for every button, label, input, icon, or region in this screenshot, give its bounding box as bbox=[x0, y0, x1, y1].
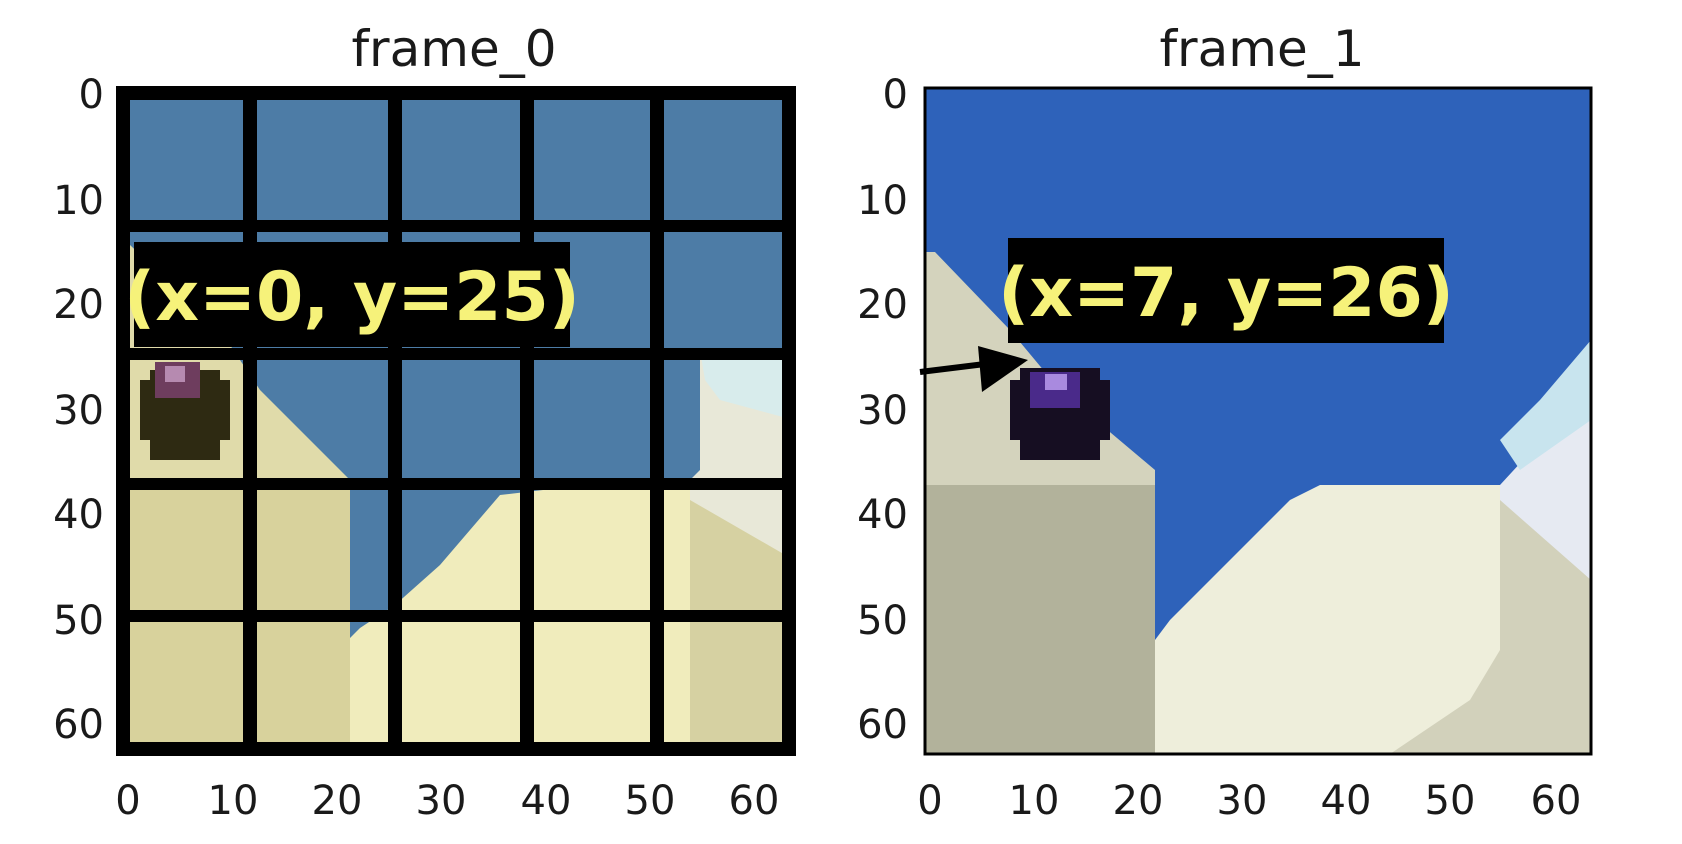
y-tick-label: 50 bbox=[53, 598, 104, 644]
y-tick-label: 30 bbox=[857, 388, 908, 434]
x-axis: 0 10 20 30 40 50 60 bbox=[917, 778, 1581, 824]
panel-title: frame_1 bbox=[1159, 20, 1364, 78]
panel-frame-0: frame_0 bbox=[53, 20, 796, 824]
y-tick-label: 0 bbox=[79, 72, 104, 118]
x-tick-label: 60 bbox=[1531, 778, 1582, 824]
coordinate-label-box bbox=[134, 242, 570, 347]
plot-frame bbox=[923, 86, 1593, 756]
y-tick-label: 20 bbox=[53, 282, 104, 328]
y-tick-label: 10 bbox=[53, 178, 104, 224]
y-tick-label: 30 bbox=[53, 388, 104, 434]
y-tick-label: 0 bbox=[883, 72, 908, 118]
coordinate-label-box bbox=[1008, 238, 1444, 343]
coordinate-label: (x=7, y=26) bbox=[998, 254, 1454, 333]
x-tick-label: 40 bbox=[1321, 778, 1372, 824]
x-tick-label: 20 bbox=[1113, 778, 1164, 824]
x-tick-label: 30 bbox=[416, 778, 467, 824]
x-tick-label: 40 bbox=[521, 778, 572, 824]
y-axis: 0 10 20 30 40 50 60 bbox=[53, 72, 104, 748]
y-axis: 0 10 20 30 40 50 60 bbox=[857, 72, 908, 748]
y-tick-label: 60 bbox=[53, 702, 104, 748]
y-tick-label: 20 bbox=[857, 282, 908, 328]
character-sprite bbox=[140, 362, 230, 460]
panel-frame-1: frame_1 (x=7, y=2 bbox=[857, 20, 1593, 824]
x-tick-label: 30 bbox=[1217, 778, 1268, 824]
character-sprite bbox=[1010, 368, 1110, 460]
x-tick-label: 60 bbox=[729, 778, 780, 824]
coordinate-label: (x=0, y=25) bbox=[124, 258, 580, 337]
game-frame-image bbox=[118, 88, 794, 754]
y-tick-label: 60 bbox=[857, 702, 908, 748]
x-tick-label: 10 bbox=[208, 778, 259, 824]
x-tick-label: 50 bbox=[1425, 778, 1476, 824]
game-frame-image bbox=[925, 88, 1591, 754]
y-tick-label: 50 bbox=[857, 598, 908, 644]
x-tick-label: 20 bbox=[312, 778, 363, 824]
x-tick-label: 0 bbox=[115, 778, 140, 824]
x-tick-label: 0 bbox=[917, 778, 942, 824]
position-arrow bbox=[919, 346, 1028, 392]
x-tick-label: 50 bbox=[625, 778, 676, 824]
y-tick-label: 40 bbox=[53, 492, 104, 538]
grid-overlay bbox=[118, 88, 794, 754]
x-axis: 0 10 20 30 40 50 60 bbox=[115, 778, 779, 824]
plot-frame bbox=[116, 86, 796, 756]
panel-title: frame_0 bbox=[351, 20, 556, 78]
y-tick-label: 10 bbox=[857, 178, 908, 224]
x-tick-label: 10 bbox=[1009, 778, 1060, 824]
y-tick-label: 40 bbox=[857, 492, 908, 538]
